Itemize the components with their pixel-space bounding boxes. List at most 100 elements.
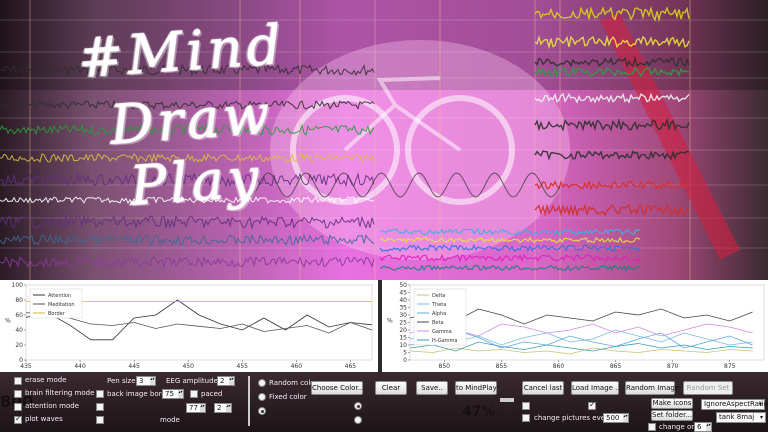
change-only-label: change only [659,423,702,431]
eeg-trace-left [0,255,375,269]
eeg-trace-left [0,195,375,204]
paced-checkbox[interactable] [190,390,198,398]
vertical-slider-track[interactable] [248,376,250,426]
paced-label: paced [201,390,223,398]
plot-area [25,284,373,361]
x-tick-label: 440 [74,363,86,370]
make-icons-button[interactable]: Make icons [651,398,693,409]
brain-filtering-checkbox[interactable] [14,390,22,398]
third-option-radio[interactable] [258,407,266,415]
control-strip: 800 47% erase mode brain filtering mode … [0,372,768,432]
erase-mode-checkbox[interactable] [14,377,22,385]
y-tick-label: 15 [399,335,407,342]
y-tick-label: 5 [403,350,407,357]
x-tick-label: 860 [553,363,565,370]
y-axis-label: % [5,318,11,325]
y-tick-label: 10 [399,342,407,349]
random-color-radio[interactable] [258,379,266,387]
change-pictures-checkbox-top[interactable] [522,402,530,410]
waves-chart-panel: 0 5 10 15 20 25 30 35 40 45 50 850 855 860 865 870 875% D… [382,280,768,372]
x-tick-label: 865 [610,363,622,370]
legend-label: Delta [432,293,445,299]
background-ghost-text: 800 [0,392,34,411]
eeg-trace-left [0,214,375,230]
eeg-trace-right [534,5,690,23]
legend-label: Meditation [48,302,75,308]
bike-wheel-front [405,95,515,205]
x-tick-label: 875 [724,363,736,370]
eeg-trace-left [0,123,375,137]
change-only-checkbox[interactable] [648,423,656,431]
series-line-attention [25,299,373,341]
eeg-trace-bands [379,236,641,244]
save-button[interactable]: Save.. [416,381,448,395]
fixed-color-radio[interactable] [258,393,266,401]
option-checkbox-b[interactable] [96,403,104,411]
eeg-trace-left [0,99,375,111]
load-image-button[interactable]: Load Image .. [571,381,620,395]
eeg-art-canvas[interactable]: #Mind Draw Play [0,0,768,280]
plot-waves-label: plot waves [25,415,63,423]
option-checkbox-c[interactable] [96,416,104,424]
x-tick-label: 445 [128,363,140,370]
random-color-label: Random color [269,379,318,387]
fixed-color-label: Fixed color [269,393,307,401]
attention-mode-label: attention mode [25,402,80,410]
y-tick-label: 20 [15,342,23,349]
aspect-ratio-select[interactable]: IgnoreAspectRatio ▾ [701,399,768,410]
y-tick-label: 50 [399,282,407,289]
change-pictures-spinbox[interactable]: 500 ▴▾ [603,413,629,423]
random-image-button[interactable]: Random Image [625,381,679,395]
option-checkbox-a[interactable] [96,390,104,398]
horizontal-slider-track[interactable] [500,398,514,402]
cancel-last-button[interactable]: Cancel last [522,381,564,395]
series-line-delta [409,347,753,355]
fourth-option-radio[interactable] [354,402,362,410]
y-tick-label: 40 [15,327,23,334]
x-tick-label: 855 [496,363,508,370]
fifth-option-radio[interactable] [354,416,362,424]
bike-frame [343,76,462,152]
eeg-amplitude-spinbox[interactable]: 2 ▴▾ [217,376,235,386]
attention-chart-panel: 0 20 40 60 80 100 435 440 445 450 455 460 465% Attent… [0,280,378,372]
value-spinbox-77[interactable]: 77 ▴▾ [186,403,206,413]
y-tick-label: 100 [12,282,24,289]
y-tick-label: 40 [399,297,407,304]
legend-label: Alpha [432,311,446,317]
x-tick-label: 460 [291,363,303,370]
legend-box [413,288,467,346]
legend-label: Gamma [432,329,452,335]
tank-select[interactable]: tank 8maj ▾ [716,412,766,423]
set-folder-button[interactable]: Set folder... [651,410,693,421]
clear-button[interactable]: Clear [375,381,407,395]
y-tick-label: 30 [399,312,407,319]
value-spinbox-2[interactable]: 2 ▴▾ [214,403,232,413]
red-diagonal-band [600,14,740,260]
plot-waves-checkbox[interactable] [14,414,22,424]
pen-size-label: Pen size [107,377,136,385]
back-image-border-spinbox[interactable]: 75 ▴▾ [162,389,184,399]
plot-area [409,284,765,361]
eeg-amplitude-label: EEG amplitude [166,377,218,385]
series-line-theta [409,329,753,346]
change-only-spinbox[interactable]: 6 ▴▾ [694,422,712,432]
title-word-3: Play [127,145,265,218]
change-pictures-checkbox[interactable] [522,414,530,422]
eeg-trace-right [534,179,690,191]
legend-label: Border [48,311,66,317]
y-axis-label: % [387,318,393,325]
x-tick-label: 870 [667,363,679,370]
eeg-trace-bands [379,264,641,272]
random-set-button[interactable]: Random Set [683,381,733,395]
to-mindplay-button[interactable]: to MindPlay [455,381,497,395]
eeg-trace-right [534,34,690,50]
eeg-trace-right [534,65,690,78]
attention-mode-checkbox[interactable] [14,403,22,411]
change-pictures-checkbox-right[interactable] [588,400,596,410]
choose-color-button[interactable]: Choose Color... [311,381,364,395]
legend-label: Beta [432,320,444,326]
eeg-trace-right [534,150,690,161]
y-tick-label: 60 [15,312,23,319]
pen-size-spinbox[interactable]: 3 ▴▾ [136,376,156,386]
panel-divider[interactable] [378,280,382,372]
